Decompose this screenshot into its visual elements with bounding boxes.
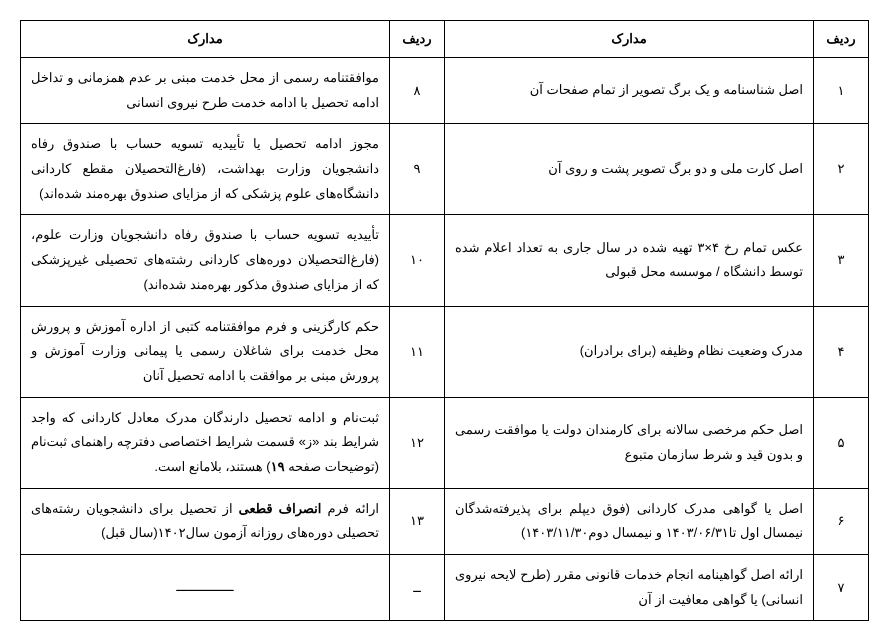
document-cell: ـــــــــــــــ: [21, 555, 390, 621]
document-cell: اصل شناسنامه و یک برگ تصویر از تمام صفحا…: [445, 58, 814, 124]
document-cell: عکس تمام رخ ۴×۳ تهیه شده در سال جاری به …: [445, 215, 814, 306]
table-body: ۱ اصل شناسنامه و یک برگ تصویر از تمام صف…: [21, 58, 869, 621]
row-number: ۱۱: [390, 306, 445, 397]
row-number: ۳: [814, 215, 869, 306]
row-number: ۷: [814, 555, 869, 621]
table-row: ۳ عکس تمام رخ ۴×۳ تهیه شده در سال جاری ب…: [21, 215, 869, 306]
row-number: ۱۰: [390, 215, 445, 306]
header-row-no-1: ردیف: [814, 21, 869, 58]
table-header-row: ردیف مدارک ردیف مدارک: [21, 21, 869, 58]
row-number: ۶: [814, 488, 869, 554]
document-cell: تأییدیه تسویه حساب با صندوق رفاه دانشجوی…: [21, 215, 390, 306]
row-number: ۵: [814, 397, 869, 488]
document-cell: ارائه فرم انصراف قطعی از تحصیل برای دانش…: [21, 488, 390, 554]
row-number: ــ: [390, 555, 445, 621]
document-cell: اصل یا گواهی مدرک کاردانی (فوق دیپلم برا…: [445, 488, 814, 554]
table-row: ۵ اصل حکم مرخصی سالانه برای کارمندان دول…: [21, 397, 869, 488]
table-row: ۱ اصل شناسنامه و یک برگ تصویر از تمام صف…: [21, 58, 869, 124]
row-number: ۲: [814, 124, 869, 215]
header-document-1: مدارک: [445, 21, 814, 58]
document-cell: ارائه اصل گواهینامه انجام خدمات قانونی م…: [445, 555, 814, 621]
table-row: ۷ ارائه اصل گواهینامه انجام خدمات قانونی…: [21, 555, 869, 621]
table-row: ۴ مدرک وضعیت نظام وظیفه (برای برادران) ۱…: [21, 306, 869, 397]
document-cell: حکم کارگزینی و فرم موافقتنامه کتبی از اد…: [21, 306, 390, 397]
document-cell: مدرک وضعیت نظام وظیفه (برای برادران): [445, 306, 814, 397]
documents-table: ردیف مدارک ردیف مدارک ۱ اصل شناسنامه و ی…: [20, 20, 869, 621]
document-cell: اصل کارت ملی و دو برگ تصویر پشت و روی آن: [445, 124, 814, 215]
row-number: ۱۳: [390, 488, 445, 554]
row-number: ۸: [390, 58, 445, 124]
document-cell: اصل حکم مرخصی سالانه برای کارمندان دولت …: [445, 397, 814, 488]
row-number: ۴: [814, 306, 869, 397]
document-cell: مجوز ادامه تحصیل یا تأییدیه تسویه حساب ب…: [21, 124, 390, 215]
header-row-no-2: ردیف: [390, 21, 445, 58]
row-number: ۱۲: [390, 397, 445, 488]
table-row: ۶ اصل یا گواهی مدرک کاردانی (فوق دیپلم ب…: [21, 488, 869, 554]
row-number: ۹: [390, 124, 445, 215]
table-row: ۲ اصل کارت ملی و دو برگ تصویر پشت و روی …: [21, 124, 869, 215]
row-number: ۱: [814, 58, 869, 124]
document-cell: موافقتنامه رسمی از محل خدمت مبنی بر عدم …: [21, 58, 390, 124]
header-document-2: مدارک: [21, 21, 390, 58]
document-cell: ثبت‌نام و ادامه تحصیل دارندگان مدرک معاد…: [21, 397, 390, 488]
